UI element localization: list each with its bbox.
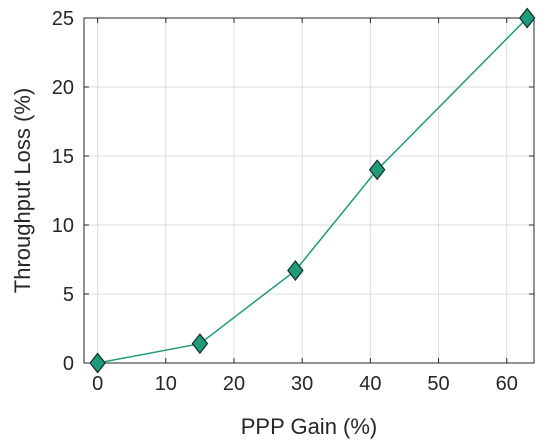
grid xyxy=(84,17,534,364)
y-tick-label: 20 xyxy=(52,77,74,99)
series-line xyxy=(97,17,528,364)
plot-frame xyxy=(83,17,535,364)
y-tick-label: 5 xyxy=(63,284,74,306)
x-tick-label: 30 xyxy=(291,373,313,395)
y-tick-label: 0 xyxy=(63,353,74,375)
data-point-marker xyxy=(191,333,209,355)
x-tick-label: 60 xyxy=(496,373,518,395)
y-tick-label: 10 xyxy=(52,215,74,237)
series-group xyxy=(89,7,536,374)
data-point-marker xyxy=(287,260,304,282)
x-tick-label: 50 xyxy=(427,373,449,395)
x-axis-label: PPP Gain (%) xyxy=(241,414,378,439)
x-tick-label: 0 xyxy=(92,373,103,395)
data-point-marker xyxy=(518,7,536,29)
y-axis-label: Throughput Loss (%) xyxy=(10,88,35,293)
x-tick-label: 10 xyxy=(155,373,177,395)
x-tick-label: 40 xyxy=(359,373,381,395)
y-tick-label: 25 xyxy=(52,8,74,30)
data-point-marker xyxy=(89,352,106,374)
data-point-marker xyxy=(368,159,386,181)
y-tick-label: 15 xyxy=(52,146,74,168)
axis-ticks: 0 10 20 30 40 50 60 0 5 10 15 20 25 xyxy=(52,8,534,395)
x-tick-label: 20 xyxy=(223,373,245,395)
